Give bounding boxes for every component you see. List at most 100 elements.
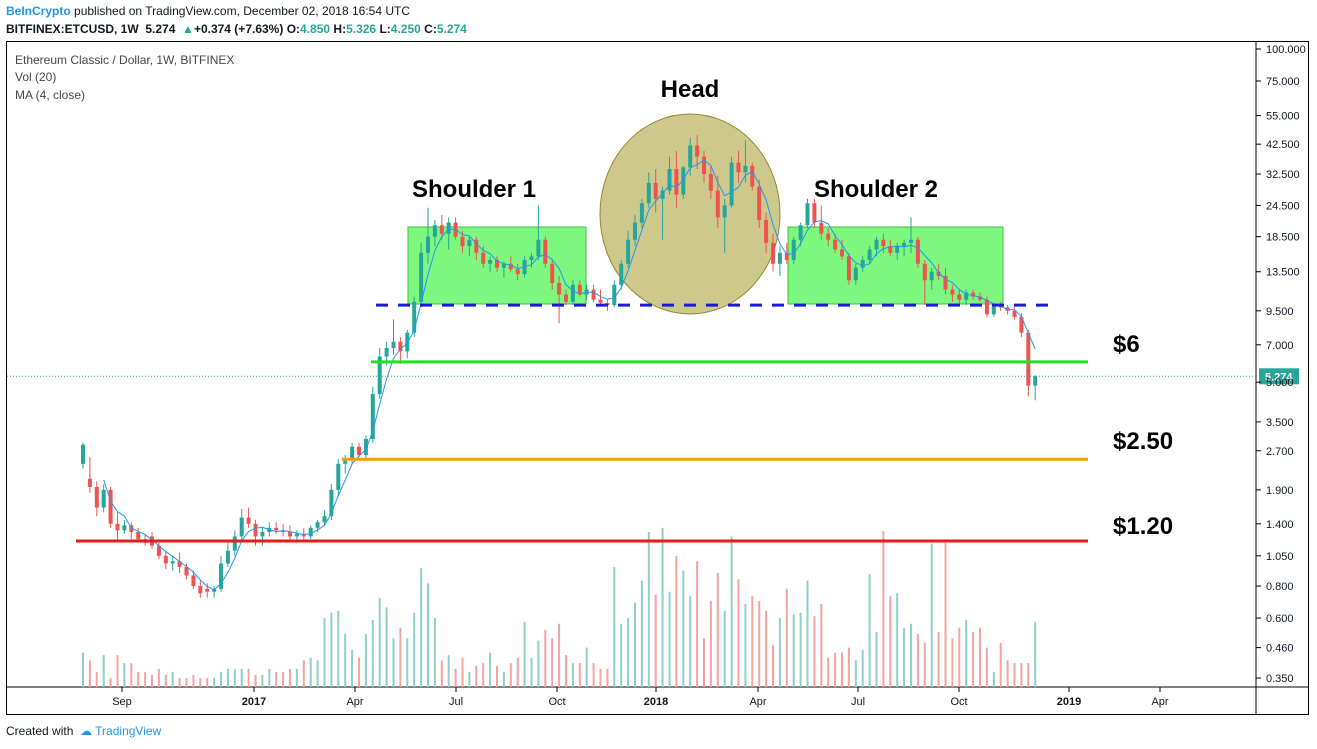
candle-body [108, 489, 113, 524]
volume-bar [799, 612, 802, 687]
volume-bar [344, 633, 347, 687]
volume-bar [461, 657, 464, 687]
low-label: L: [379, 22, 391, 36]
candle-body [570, 284, 575, 302]
volume-bar [854, 660, 857, 687]
y-tick-label: 55.000 [1266, 110, 1300, 122]
volume-bar [882, 531, 885, 687]
candle-body [384, 348, 389, 357]
candle-body [336, 463, 341, 490]
candle-body [757, 186, 762, 220]
candle-body [260, 532, 265, 537]
candle-body [764, 219, 769, 243]
volume-bar [723, 610, 726, 687]
volume-bar [309, 657, 312, 687]
volume-bar [923, 642, 926, 687]
y-tick-label: 5.000 [1266, 377, 1294, 389]
candle-body [460, 236, 465, 247]
volume-bar [295, 668, 298, 687]
low-value: 4.250 [390, 22, 421, 36]
volume-bar [1006, 660, 1009, 687]
volume-bar [903, 627, 906, 687]
candle-body [874, 239, 879, 250]
volume-bar [544, 629, 547, 687]
annotation-head: Head [661, 76, 720, 103]
candle-body [198, 586, 203, 594]
y-tick-label: 18.500 [1266, 232, 1300, 244]
candle-body [363, 439, 368, 455]
candle-body [219, 563, 223, 589]
y-tick-label: 13.500 [1266, 267, 1300, 279]
volume-bar [440, 660, 443, 687]
candle-body [246, 517, 251, 524]
volume-bar [178, 678, 181, 687]
volume-bar [551, 638, 554, 687]
candle-body [771, 242, 775, 264]
candle-body [439, 225, 444, 234]
volume-bar [1027, 663, 1030, 687]
volume-bar [661, 527, 664, 687]
candle-body [426, 236, 430, 253]
volume-legend[interactable]: Vol (20) [15, 70, 57, 84]
footer: Created with ☁ TradingView [6, 724, 161, 738]
volume-bar [627, 618, 630, 687]
candle-body [288, 532, 292, 537]
y-tick-label: 0.350 [1266, 673, 1294, 685]
candle-body [129, 525, 134, 533]
volume-bar [433, 618, 436, 687]
volume-bar [330, 612, 333, 687]
publisher-brand[interactable]: BeInCrypto [6, 4, 71, 18]
x-tick-label: Oct [548, 696, 565, 708]
volume-bar [999, 642, 1002, 687]
volume-bar [744, 604, 747, 687]
candle-body [370, 393, 375, 440]
volume-bar [516, 657, 519, 687]
x-tick-label: Jul [851, 696, 865, 708]
ma-legend[interactable]: MA (4, close) [15, 88, 86, 102]
candle-body [674, 168, 679, 195]
candle-body [170, 561, 175, 564]
volume-bar [123, 663, 126, 687]
candle-body [446, 222, 451, 234]
candle-body [377, 356, 382, 394]
candle-body [412, 301, 417, 333]
close-value: 5.274 [436, 22, 467, 36]
x-tick-label: 2018 [644, 696, 668, 708]
y-tick-label: 75.000 [1266, 76, 1300, 88]
open-label: O: [286, 22, 301, 36]
candle-body [322, 516, 327, 523]
volume-bar [834, 652, 837, 687]
candle-body [467, 239, 472, 247]
volume-bar [571, 663, 574, 687]
volume-bar [509, 663, 512, 687]
last-price-tag-label: 5.274 [1265, 371, 1293, 383]
candle-body [708, 174, 713, 191]
volume-bar [82, 652, 84, 687]
volume-bar [116, 655, 119, 687]
candle-body [950, 289, 955, 295]
volume-bar [640, 580, 643, 687]
chart-frame[interactable] [6, 41, 1309, 715]
volume-bar [592, 663, 595, 687]
volume-bar [675, 555, 678, 687]
candle-body [432, 225, 437, 237]
last-price: 5.274 [145, 22, 176, 36]
symbol-ohlc-line: BITFINEX:ETCUSD, 1W 5.274 ▲+0.374 (+7.63… [6, 22, 467, 36]
volume-bar [620, 623, 623, 687]
candle-body [543, 239, 548, 264]
shoulder-2-zone [787, 226, 1004, 305]
candle-body [888, 246, 893, 253]
y-tick-label: 2.700 [1266, 446, 1294, 458]
volume-bar [585, 647, 588, 687]
candle-body [750, 165, 755, 187]
tradingview-link[interactable]: TradingView [95, 724, 162, 738]
candle-body [481, 252, 486, 264]
candle-body [591, 289, 596, 300]
volume-bar [806, 580, 809, 687]
y-tick-label: 0.460 [1266, 643, 1294, 655]
volume-bar [689, 596, 692, 687]
volume-bar [427, 583, 429, 687]
candle-body [225, 550, 230, 564]
candle-body [391, 341, 396, 349]
